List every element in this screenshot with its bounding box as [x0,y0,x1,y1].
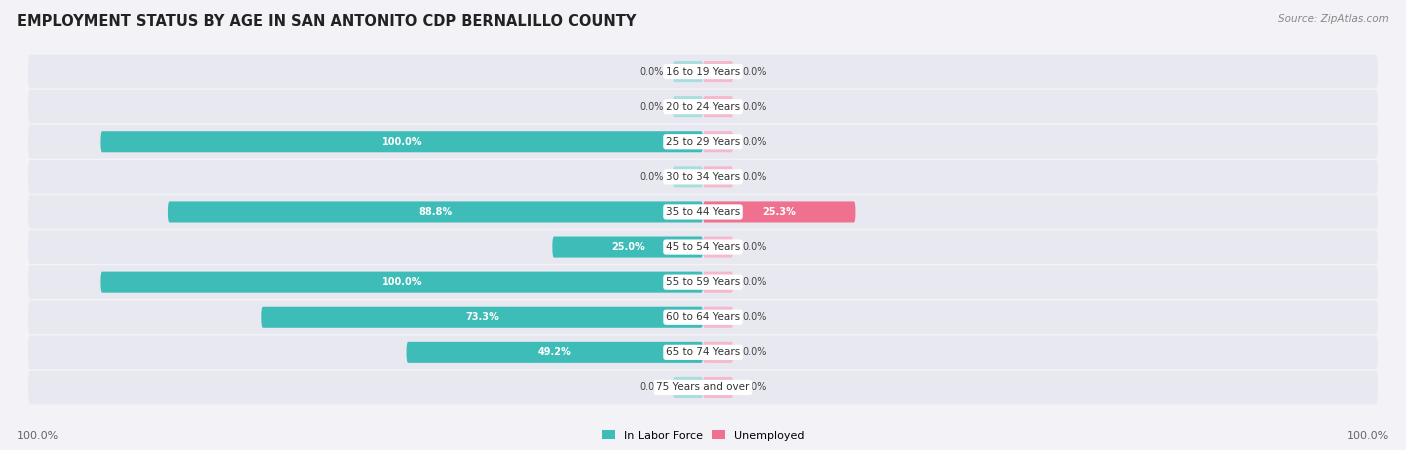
FancyBboxPatch shape [28,266,1378,299]
FancyBboxPatch shape [28,336,1378,369]
Text: 0.0%: 0.0% [742,347,766,357]
Text: 35 to 44 Years: 35 to 44 Years [666,207,740,217]
FancyBboxPatch shape [28,160,1378,194]
Text: 45 to 54 Years: 45 to 54 Years [666,242,740,252]
Text: 100.0%: 100.0% [381,277,422,287]
Text: 0.0%: 0.0% [640,67,664,76]
FancyBboxPatch shape [673,377,703,398]
FancyBboxPatch shape [262,307,703,328]
FancyBboxPatch shape [28,125,1378,158]
FancyBboxPatch shape [28,301,1378,334]
Text: 30 to 34 Years: 30 to 34 Years [666,172,740,182]
FancyBboxPatch shape [28,90,1378,123]
FancyBboxPatch shape [703,96,733,117]
Text: 73.3%: 73.3% [465,312,499,322]
FancyBboxPatch shape [703,307,733,328]
Text: 0.0%: 0.0% [640,382,664,392]
FancyBboxPatch shape [28,55,1378,88]
FancyBboxPatch shape [673,96,703,117]
Text: 0.0%: 0.0% [742,102,766,112]
Text: 60 to 64 Years: 60 to 64 Years [666,312,740,322]
FancyBboxPatch shape [673,166,703,187]
FancyBboxPatch shape [673,61,703,82]
FancyBboxPatch shape [100,272,703,292]
FancyBboxPatch shape [28,371,1378,404]
FancyBboxPatch shape [703,61,733,82]
Text: 100.0%: 100.0% [1347,431,1389,441]
Text: 25.3%: 25.3% [762,207,796,217]
Text: 100.0%: 100.0% [17,431,59,441]
Text: 0.0%: 0.0% [640,172,664,182]
FancyBboxPatch shape [28,195,1378,229]
Text: 65 to 74 Years: 65 to 74 Years [666,347,740,357]
FancyBboxPatch shape [703,272,733,292]
Text: 0.0%: 0.0% [742,312,766,322]
Text: 0.0%: 0.0% [742,382,766,392]
Legend: In Labor Force, Unemployed: In Labor Force, Unemployed [598,426,808,445]
FancyBboxPatch shape [703,237,733,257]
Text: EMPLOYMENT STATUS BY AGE IN SAN ANTONITO CDP BERNALILLO COUNTY: EMPLOYMENT STATUS BY AGE IN SAN ANTONITO… [17,14,637,28]
Text: Source: ZipAtlas.com: Source: ZipAtlas.com [1278,14,1389,23]
Text: 0.0%: 0.0% [742,137,766,147]
Text: 0.0%: 0.0% [742,172,766,182]
Text: 20 to 24 Years: 20 to 24 Years [666,102,740,112]
FancyBboxPatch shape [703,342,733,363]
Text: 0.0%: 0.0% [640,102,664,112]
FancyBboxPatch shape [406,342,703,363]
FancyBboxPatch shape [703,377,733,398]
FancyBboxPatch shape [100,131,703,152]
Text: 0.0%: 0.0% [742,242,766,252]
FancyBboxPatch shape [703,202,855,222]
Text: 0.0%: 0.0% [742,67,766,76]
Text: 75 Years and over: 75 Years and over [657,382,749,392]
FancyBboxPatch shape [703,166,733,187]
Text: 25 to 29 Years: 25 to 29 Years [666,137,740,147]
Text: 100.0%: 100.0% [381,137,422,147]
Text: 88.8%: 88.8% [419,207,453,217]
FancyBboxPatch shape [553,237,703,257]
Text: 49.2%: 49.2% [538,347,572,357]
Text: 55 to 59 Years: 55 to 59 Years [666,277,740,287]
Text: 16 to 19 Years: 16 to 19 Years [666,67,740,76]
FancyBboxPatch shape [167,202,703,222]
Text: 0.0%: 0.0% [742,277,766,287]
Text: 25.0%: 25.0% [610,242,644,252]
FancyBboxPatch shape [28,230,1378,264]
FancyBboxPatch shape [703,131,733,152]
